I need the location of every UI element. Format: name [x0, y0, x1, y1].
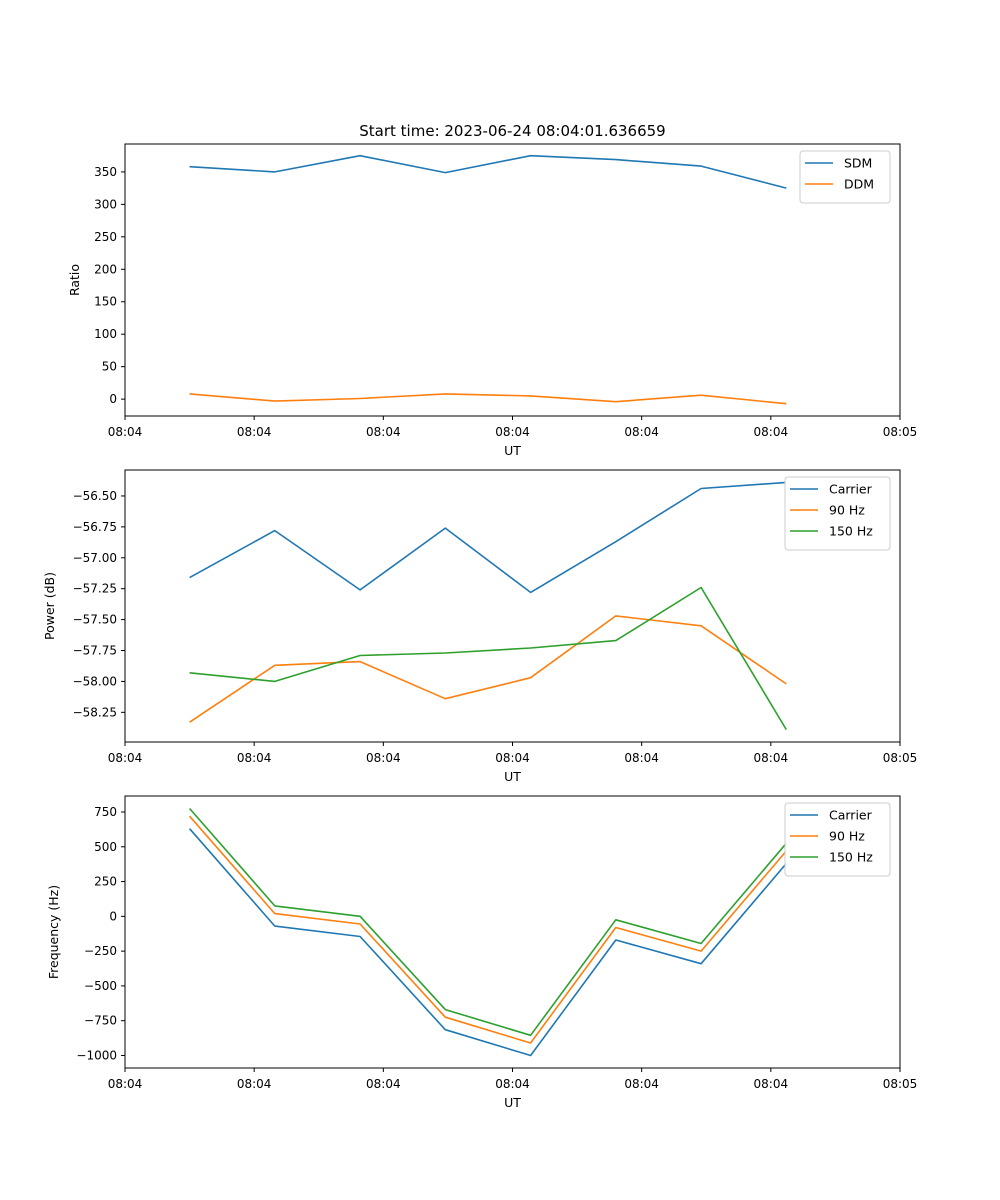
- legend-entry: 150 Hz: [829, 850, 873, 865]
- y-axis-label: Power (dB): [42, 572, 57, 640]
- ratio-panel: 08:04 08:04 08:04 08:04 08:04 08:04 08:05 0 50 10…: [67, 122, 917, 458]
- axes-frame: [124, 795, 901, 1069]
- x-tick-label: 08:04: [366, 751, 401, 765]
- x-tick-label: 08:04: [754, 751, 789, 765]
- y-tick-label: −500: [84, 979, 117, 993]
- y-tick-label: −750: [84, 1014, 117, 1028]
- series-line-150-hz: [189, 586, 787, 731]
- y-tick-label: 0: [109, 909, 117, 923]
- series-line-90-hz: [188, 815, 787, 1044]
- x-axis-label: UT: [504, 769, 521, 784]
- y-tick-label: −57.25: [73, 582, 117, 596]
- legend: Carrier 90 Hz 150 Hz: [784, 476, 891, 551]
- legend-entry: 90 Hz: [829, 829, 865, 844]
- series-line-carrier: [188, 828, 787, 1057]
- x-tick-label: 08:04: [495, 751, 530, 765]
- x-tick-label: 08:04: [624, 425, 659, 439]
- y-tick-label: −56.75: [73, 520, 117, 534]
- legend-entry: SDM: [844, 156, 872, 171]
- series-line-90-hz: [189, 615, 787, 723]
- axes-frame: [124, 469, 901, 743]
- x-axis-label: UT: [504, 1095, 521, 1110]
- series-line-carrier: [189, 481, 787, 594]
- y-tick-label: 350: [94, 165, 117, 179]
- y-tick-label: 250: [94, 230, 117, 244]
- y-tick-label: 50: [102, 360, 117, 374]
- y-axis-label: Frequency (Hz): [46, 885, 61, 979]
- x-tick-label: 08:05: [883, 425, 918, 439]
- legend-entry: 150 Hz: [829, 524, 873, 539]
- y-tick-label: 250: [94, 875, 117, 889]
- x-axis-label: UT: [504, 443, 521, 458]
- axes-frame: [124, 143, 901, 417]
- y-tick-label: 200: [94, 262, 117, 276]
- y-tick-label: 500: [94, 840, 117, 854]
- legend-box: [799, 150, 891, 204]
- legend-entry: Carrier: [829, 482, 873, 497]
- y-tick-label: −250: [84, 944, 117, 958]
- y-tick-label: 0: [109, 392, 117, 406]
- y-tick-label: −57.75: [73, 644, 117, 658]
- chart-title: Start time: 2023-06-24 08:04:01.636659: [359, 122, 665, 140]
- x-tick-label: 08:04: [754, 425, 789, 439]
- x-tick-label: 08:04: [108, 425, 143, 439]
- y-tick-label: −58.00: [73, 674, 117, 688]
- legend-entry: DDM: [844, 177, 874, 192]
- series-line-150-hz: [188, 807, 787, 1037]
- legend: SDM DDM: [799, 150, 891, 204]
- series-line-ddm: [189, 393, 787, 405]
- x-tick-label: 08:04: [237, 751, 272, 765]
- x-tick-label: 08:04: [366, 1077, 401, 1091]
- series-line-sdm: [189, 154, 787, 189]
- y-tick-label: −56.50: [73, 489, 117, 503]
- x-tick-label: 08:04: [754, 1077, 789, 1091]
- x-tick-label: 08:04: [108, 1077, 143, 1091]
- x-tick-label: 08:04: [237, 1077, 272, 1091]
- x-tick-label: 08:04: [108, 751, 143, 765]
- y-tick-label: 750: [94, 805, 117, 819]
- y-tick-label: 100: [94, 327, 117, 341]
- power-panel: 08:04 08:04 08:04 08:04 08:04 08:04 08:05 −58.2…: [42, 469, 918, 784]
- x-tick-label: 08:04: [624, 1077, 659, 1091]
- y-tick-label: −1000: [76, 1048, 117, 1062]
- x-tick-label: 08:04: [237, 425, 272, 439]
- x-tick-label: 08:05: [883, 751, 918, 765]
- y-tick-label: −57.50: [73, 613, 117, 627]
- x-tick-label: 08:04: [624, 751, 659, 765]
- y-tick-label: −58.25: [73, 705, 117, 719]
- legend: Carrier 90 Hz 150 Hz: [784, 802, 891, 877]
- y-axis-label: Ratio: [67, 264, 82, 296]
- x-tick-label: 08:04: [366, 425, 401, 439]
- y-tick-label: 300: [94, 197, 117, 211]
- x-tick-label: 08:05: [883, 1077, 918, 1091]
- frequency-panel: 08:04 08:04 08:04 08:04 08:04 08:04 08:05 −1000…: [46, 795, 918, 1110]
- y-tick-label: −57.00: [73, 551, 117, 565]
- y-tick-label: 150: [94, 295, 117, 309]
- legend-entry: 90 Hz: [829, 503, 865, 518]
- legend-entry: Carrier: [829, 808, 873, 823]
- x-tick-label: 08:04: [495, 1077, 530, 1091]
- x-tick-label: 08:04: [495, 425, 530, 439]
